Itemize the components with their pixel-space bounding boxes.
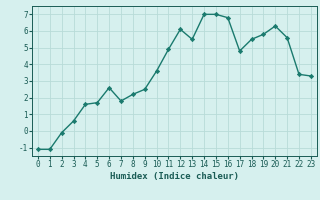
X-axis label: Humidex (Indice chaleur): Humidex (Indice chaleur) [110,172,239,181]
